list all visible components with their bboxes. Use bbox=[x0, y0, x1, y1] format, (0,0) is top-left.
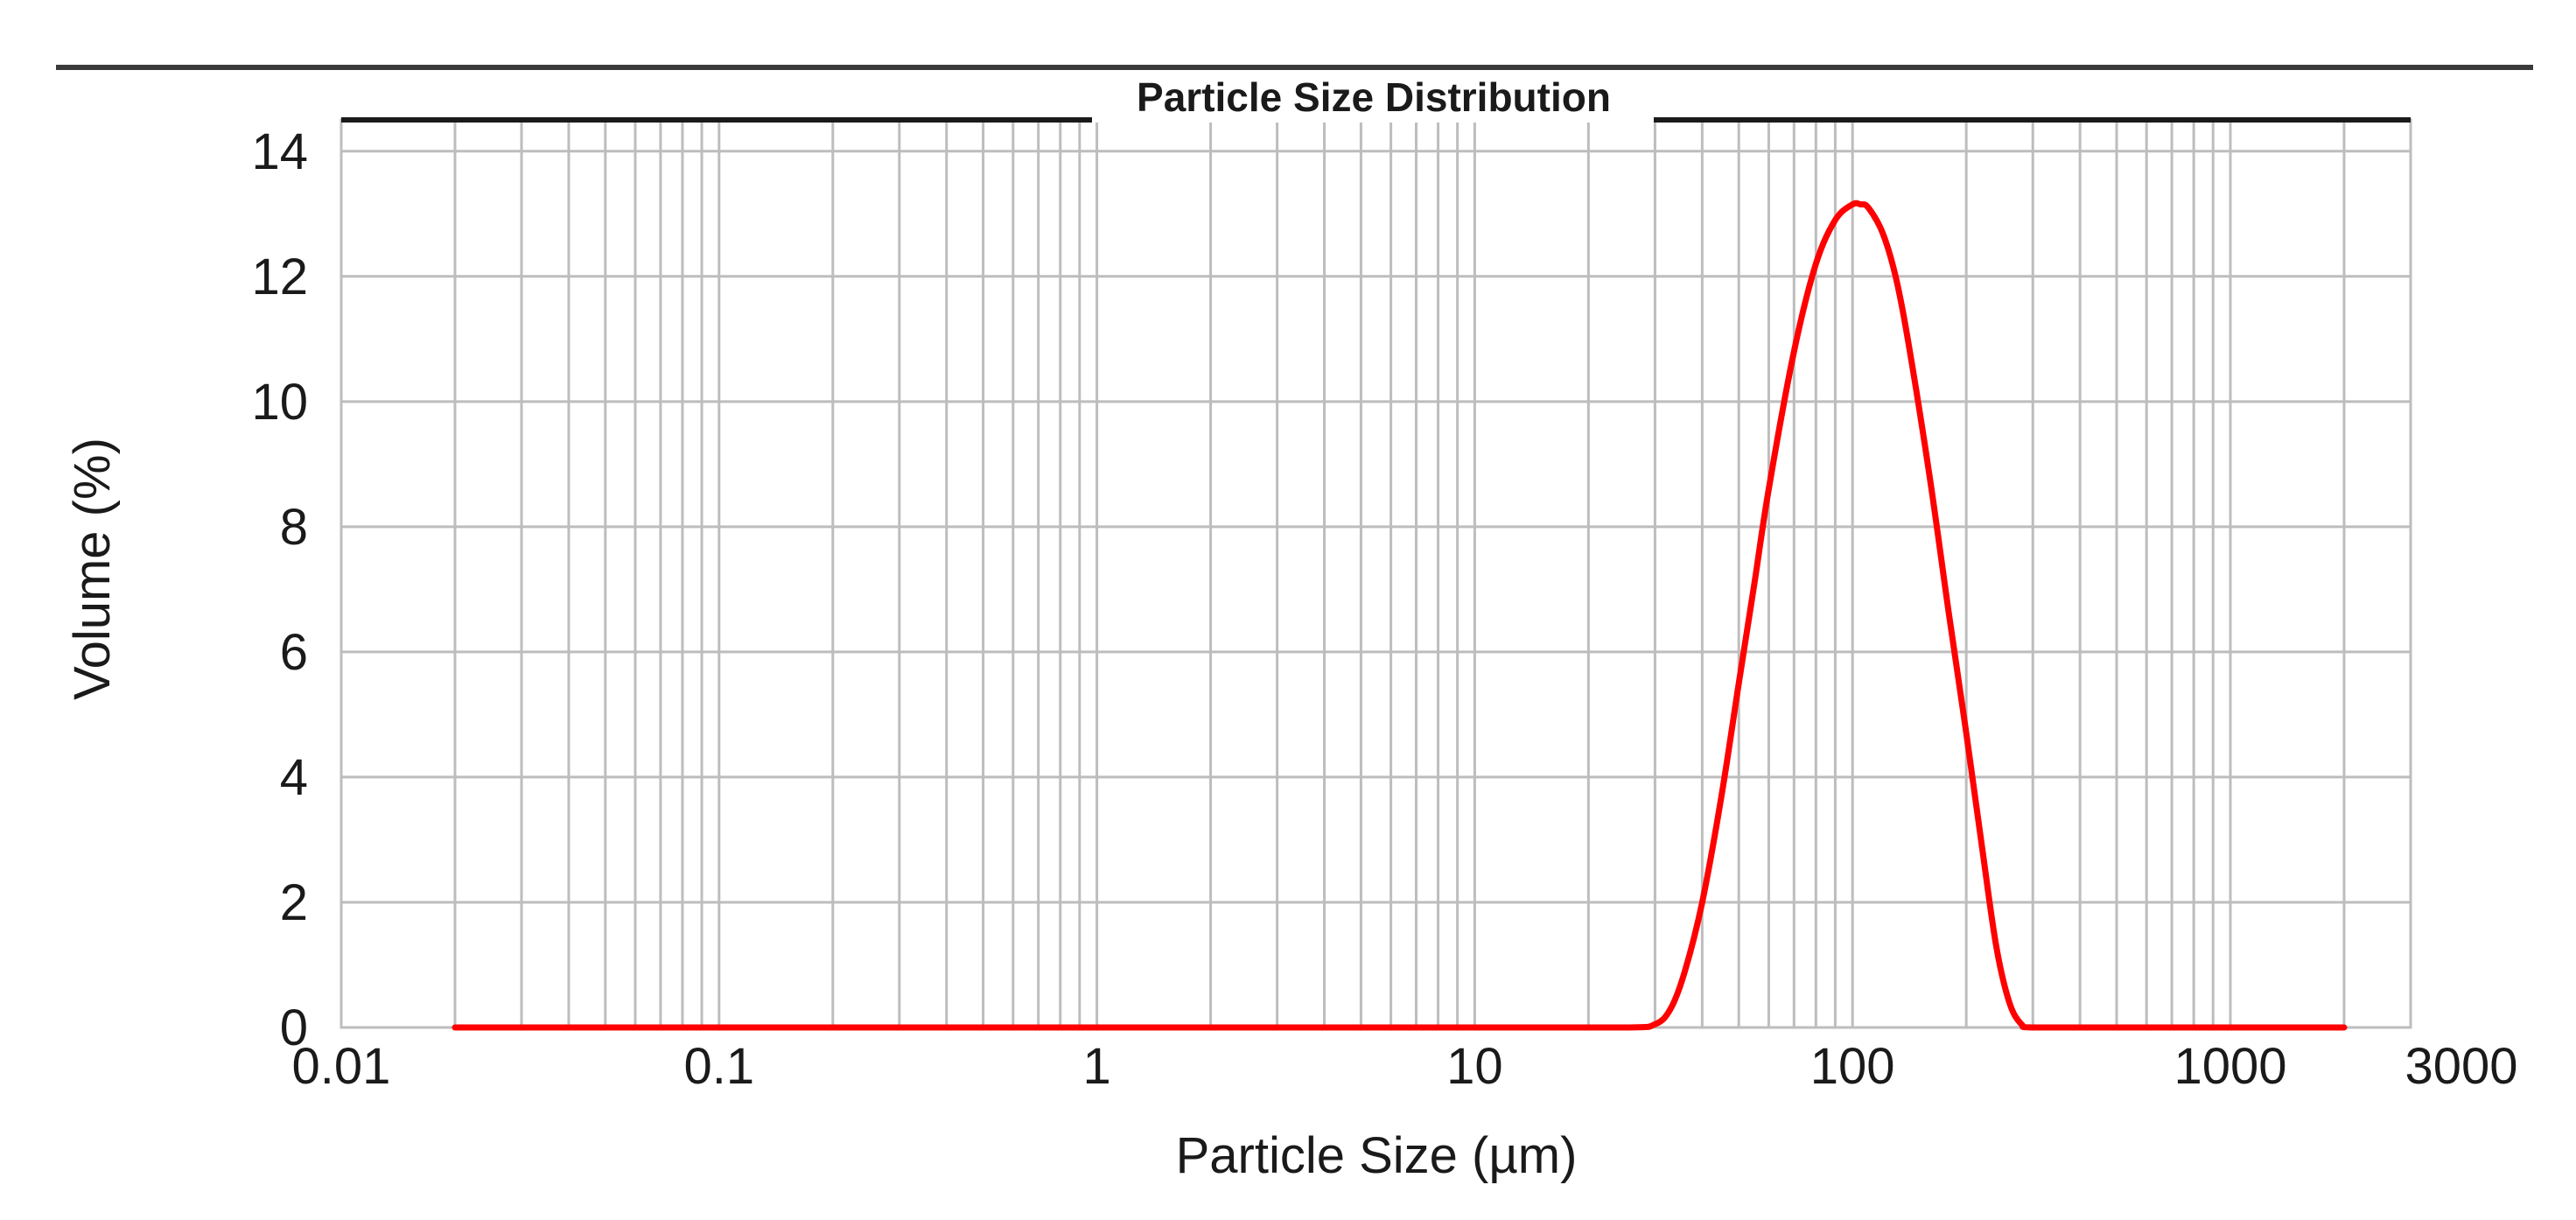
y-tick-label: 8 bbox=[280, 499, 308, 556]
series-layer bbox=[452, 200, 2348, 1031]
y-tick-label: 2 bbox=[280, 874, 308, 931]
series-line-0 bbox=[452, 200, 2348, 1031]
y-tick-label: 12 bbox=[251, 249, 308, 305]
y-tick-label: 4 bbox=[280, 749, 308, 806]
grid-lines bbox=[340, 120, 2412, 1029]
y-tick-label: 6 bbox=[280, 624, 308, 681]
x-axis-title: Particle Size (µm) bbox=[1176, 1127, 1578, 1184]
chart-title: Particle Size Distribution bbox=[1137, 74, 1611, 120]
y-axis-title: Volume (%) bbox=[64, 438, 121, 700]
y-tick-labels: 0 2 4 6 8 10 12 14 bbox=[251, 123, 308, 1056]
x-tick-label: 1000 bbox=[2174, 1038, 2286, 1095]
y-tick-label: 0 bbox=[280, 999, 308, 1056]
title-background bbox=[1092, 72, 1654, 123]
x-tick-label: 3000 bbox=[2404, 1038, 2517, 1095]
x-tick-label: 10 bbox=[1446, 1038, 1503, 1095]
x-tick-labels: 0.01 0.1 1 10 100 1000 3000 bbox=[292, 1038, 2518, 1095]
y-tick-label: 14 bbox=[251, 123, 308, 180]
x-tick-label: 0.1 bbox=[683, 1038, 754, 1095]
x-tick-label: 100 bbox=[1810, 1038, 1895, 1095]
x-tick-label: 0.01 bbox=[292, 1038, 391, 1095]
y-tick-label: 10 bbox=[251, 374, 308, 431]
x-tick-label: 1 bbox=[1082, 1038, 1110, 1095]
